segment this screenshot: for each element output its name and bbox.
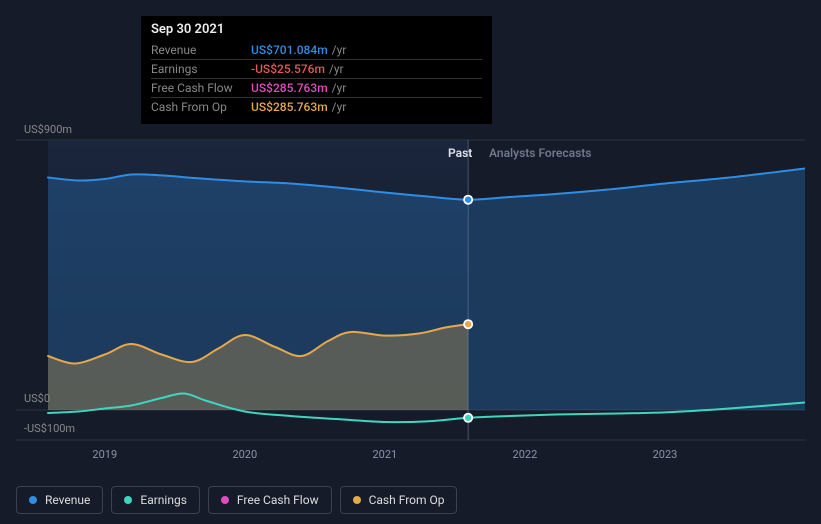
y-axis-label-zero: US$0: [24, 392, 50, 405]
region-past-label: Past: [448, 146, 472, 160]
tooltip-date: Sep 30 2021: [151, 22, 482, 41]
region-forecast-label: Analysts Forecasts: [489, 146, 591, 160]
legend-dot-icon: [353, 496, 361, 504]
legend-dot-icon: [221, 496, 229, 504]
legend-item-label: Cash From Op: [369, 493, 445, 507]
tooltip-row: Cash From OpUS$285.763m/yr: [151, 98, 482, 117]
legend-item-free-cash-flow[interactable]: Free Cash Flow: [208, 486, 332, 514]
tooltip-row-label: Earnings: [151, 60, 251, 79]
marker-dot-cash-from-op: [465, 321, 471, 327]
y-axis-label-top: US$900m: [24, 123, 72, 136]
marker-dot-earnings: [465, 415, 471, 421]
tooltip-row: Earnings-US$25.576m/yr: [151, 60, 482, 79]
y-axis-label-neg: -US$100m: [24, 422, 75, 435]
legend-item-label: Revenue: [45, 493, 90, 507]
tooltip-row: Free Cash FlowUS$285.763m/yr: [151, 79, 482, 98]
x-axis-tick-label: 2023: [653, 448, 678, 461]
legend-item-label: Earnings: [140, 493, 187, 507]
legend-item-earnings[interactable]: Earnings: [111, 486, 200, 514]
x-axis-tick-label: 2022: [513, 448, 538, 461]
x-axis-tick-label: 2019: [92, 448, 117, 461]
tooltip-row-label: Free Cash Flow: [151, 79, 251, 98]
tooltip-row-value: -US$25.576m/yr: [251, 60, 482, 79]
tooltip-table: RevenueUS$701.084m/yrEarnings-US$25.576m…: [151, 41, 482, 116]
tooltip-row-value: US$701.084m/yr: [251, 41, 482, 60]
tooltip-row-value: US$285.763m/yr: [251, 79, 482, 98]
tooltip-row-label: Revenue: [151, 41, 251, 60]
x-axis-tick-label: 2021: [372, 448, 397, 461]
legend-dot-icon: [124, 496, 132, 504]
tooltip-row-label: Cash From Op: [151, 98, 251, 117]
legend-item-cash-from-op[interactable]: Cash From Op: [340, 486, 458, 514]
legend-item-revenue[interactable]: Revenue: [16, 486, 103, 514]
tooltip-row: RevenueUS$701.084m/yr: [151, 41, 482, 60]
marker-dot-revenue: [465, 197, 471, 203]
legend-dot-icon: [29, 496, 37, 504]
chart-tooltip: Sep 30 2021 RevenueUS$701.084m/yrEarning…: [141, 16, 492, 124]
tooltip-row-value: US$285.763m/yr: [251, 98, 482, 117]
legend-item-label: Free Cash Flow: [237, 493, 319, 507]
chart-legend: Revenue Earnings Free Cash Flow Cash From O…: [16, 486, 457, 514]
x-axis-tick-label: 2020: [232, 448, 257, 461]
